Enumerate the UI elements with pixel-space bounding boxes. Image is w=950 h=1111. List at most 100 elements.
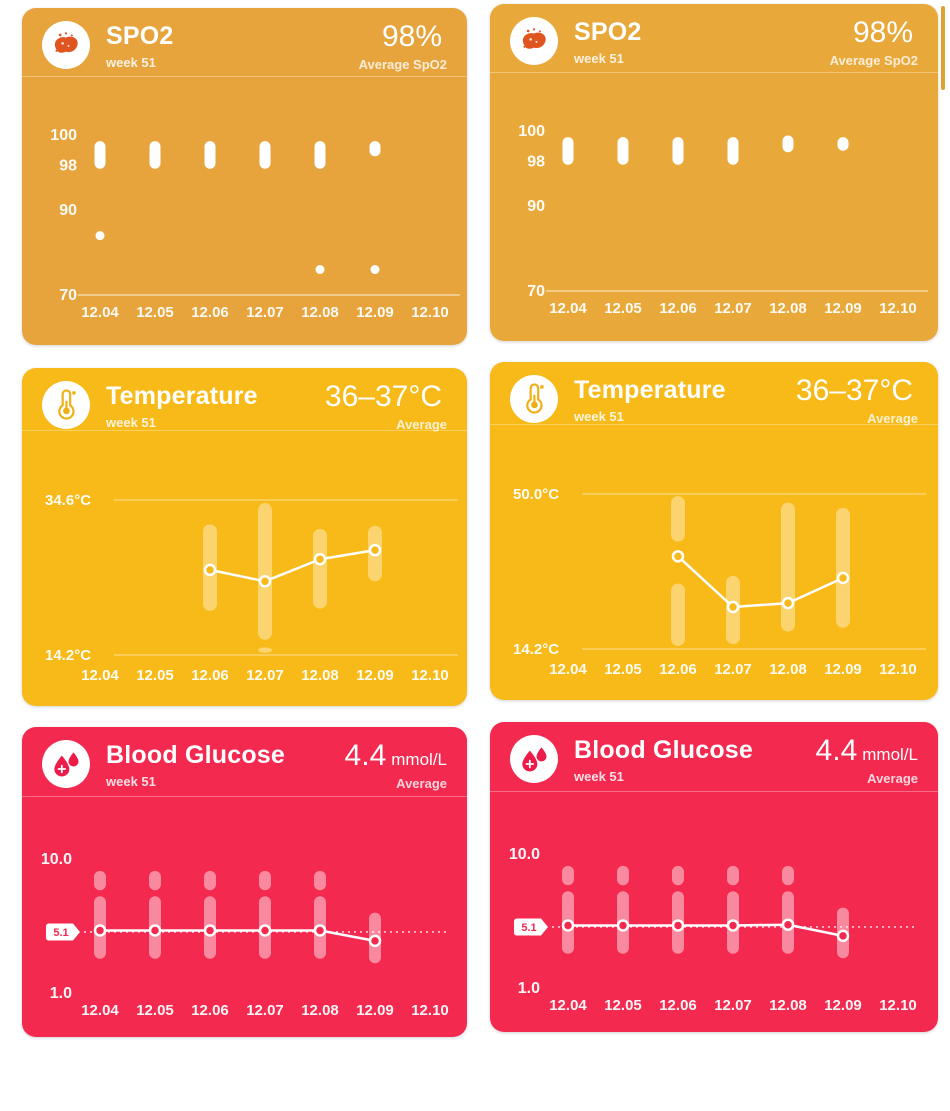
svg-text:12.10: 12.10: [411, 1002, 449, 1019]
svg-text:12.10: 12.10: [879, 997, 917, 1014]
svg-text:12.09: 12.09: [824, 661, 862, 678]
temperature-card-right[interactable]: Temperature week 51 36–37°C Average 50.0…: [490, 362, 938, 700]
card-subtitle: week 51: [106, 415, 156, 430]
svg-text:12.04: 12.04: [81, 1002, 119, 1019]
card-title: Temperature: [574, 376, 726, 404]
svg-text:12.07: 12.07: [246, 304, 284, 321]
spo2-icon: [510, 17, 558, 65]
temperature-icon: [42, 381, 90, 429]
svg-text:12.09: 12.09: [356, 667, 394, 684]
svg-text:12.06: 12.06: [659, 300, 697, 317]
card-subtitle: week 51: [106, 774, 156, 789]
card-subtitle: week 51: [574, 51, 624, 66]
svg-text:12.05: 12.05: [136, 304, 174, 321]
blood-glucose-icon: [510, 735, 558, 783]
card-title: SPO2: [574, 18, 642, 46]
blood-glucose-chart: 10.0 1.0 12.04 12.05 12.06 12.07 12.08 12.09 12.…: [41, 851, 450, 1019]
card-header: Blood Glucose week 51 4.4 mmol/L Average: [22, 727, 467, 791]
svg-text:50.0°C: 50.0°C: [513, 486, 559, 503]
blood-glucose-card-left[interactable]: Blood Glucose week 51 4.4 mmol/L Average …: [22, 727, 467, 1037]
card-value-label: Average SpO2: [829, 52, 918, 68]
svg-text:98: 98: [527, 153, 545, 170]
blood-glucose-chart: 10.0 1.0 12.04 12.05 12.06 12.07 12.08 12.09 12.…: [509, 846, 918, 1014]
temperature-card-left[interactable]: Temperature week 51 36–37°C Average 34.6…: [22, 368, 467, 706]
svg-text:1.0: 1.0: [50, 985, 72, 1002]
card-title: Temperature: [106, 382, 258, 410]
svg-text:10.0: 10.0: [509, 846, 540, 863]
svg-text:12.08: 12.08: [769, 300, 807, 317]
svg-text:90: 90: [527, 198, 545, 215]
header-divider: [490, 72, 938, 73]
svg-text:12.05: 12.05: [604, 997, 642, 1014]
svg-text:12.06: 12.06: [191, 1002, 229, 1019]
svg-text:12.04: 12.04: [549, 300, 587, 317]
svg-text:12.07: 12.07: [714, 300, 752, 317]
card-value: 4.4 mmol/L: [815, 734, 918, 767]
svg-text:70: 70: [527, 283, 545, 300]
svg-text:12.06: 12.06: [659, 997, 697, 1014]
card-title: Blood Glucose: [574, 736, 754, 764]
svg-text:12.07: 12.07: [246, 1002, 284, 1019]
spo2-card-right[interactable]: SPO2 week 51 98% Average SpO2 100 98 90 70 1…: [490, 4, 938, 341]
svg-text:12.08: 12.08: [301, 1002, 339, 1019]
card-value: 36–37°C: [324, 380, 442, 413]
svg-text:12.10: 12.10: [879, 300, 917, 317]
card-title: Blood Glucose: [106, 741, 286, 769]
temperature-chart: 34.6°C 14.2°C 12.04 12.05 12.06 12.07 12.08 12.…: [45, 492, 458, 684]
card-value-label: Average: [867, 410, 918, 426]
card-value-label: Average: [396, 775, 447, 791]
svg-text:10.0: 10.0: [41, 851, 72, 868]
svg-text:12.10: 12.10: [411, 667, 449, 684]
svg-text:14.2°C: 14.2°C: [513, 641, 559, 658]
card-header: Blood Glucose week 51 4.4 mmol/L Average: [490, 722, 938, 786]
svg-text:5.1: 5.1: [53, 927, 68, 939]
card-value: 98%: [852, 16, 913, 49]
card-subtitle: week 51: [574, 409, 624, 424]
header-divider: [22, 796, 467, 797]
spo2-icon: [42, 21, 90, 69]
svg-text:12.08: 12.08: [301, 304, 339, 321]
card-value: 4.4 mmol/L: [344, 739, 447, 772]
card-header: SPO2 week 51 98% Average SpO2: [22, 8, 467, 72]
card-subtitle: week 51: [106, 55, 156, 70]
header-divider: [22, 430, 467, 431]
svg-text:14.2°C: 14.2°C: [45, 647, 91, 664]
svg-text:90: 90: [59, 202, 77, 219]
svg-text:100: 100: [518, 123, 545, 140]
temperature-icon: [510, 375, 558, 423]
svg-text:1.0: 1.0: [518, 980, 540, 997]
svg-text:12.07: 12.07: [714, 661, 752, 678]
svg-text:12.05: 12.05: [136, 1002, 174, 1019]
svg-text:12.06: 12.06: [659, 661, 697, 678]
svg-text:12.09: 12.09: [824, 997, 862, 1014]
svg-text:12.10: 12.10: [411, 304, 449, 321]
svg-text:12.04: 12.04: [549, 997, 587, 1014]
blood-glucose-icon: [42, 740, 90, 788]
svg-text:12.10: 12.10: [879, 661, 917, 678]
svg-text:34.6°C: 34.6°C: [45, 492, 91, 509]
svg-text:12.05: 12.05: [604, 661, 642, 678]
svg-text:12.07: 12.07: [246, 667, 284, 684]
header-divider: [22, 76, 467, 77]
card-value-label: Average SpO2: [358, 56, 447, 72]
svg-text:12.04: 12.04: [549, 661, 587, 678]
card-value-label: Average: [867, 770, 918, 786]
blood-glucose-card-right[interactable]: Blood Glucose week 51 4.4 mmol/L Average …: [490, 722, 938, 1032]
svg-text:12.06: 12.06: [191, 304, 229, 321]
spo2-card-left[interactable]: SPO2 week 51 98% Average SpO2 100 98 90 70 1…: [22, 8, 467, 345]
card-header: SPO2 week 51 98% Average SpO2: [490, 4, 938, 68]
card-value-label: Average: [396, 416, 447, 432]
svg-text:12.04: 12.04: [81, 304, 119, 321]
svg-text:70: 70: [59, 287, 77, 304]
svg-text:98: 98: [59, 157, 77, 174]
svg-text:12.08: 12.08: [769, 661, 807, 678]
svg-text:100: 100: [50, 127, 77, 144]
card-header: Temperature week 51 36–37°C Average: [490, 362, 938, 426]
svg-text:12.06: 12.06: [191, 667, 229, 684]
scrollbar-thumb[interactable]: [941, 6, 945, 90]
header-divider: [490, 424, 938, 425]
svg-text:12.08: 12.08: [301, 667, 339, 684]
